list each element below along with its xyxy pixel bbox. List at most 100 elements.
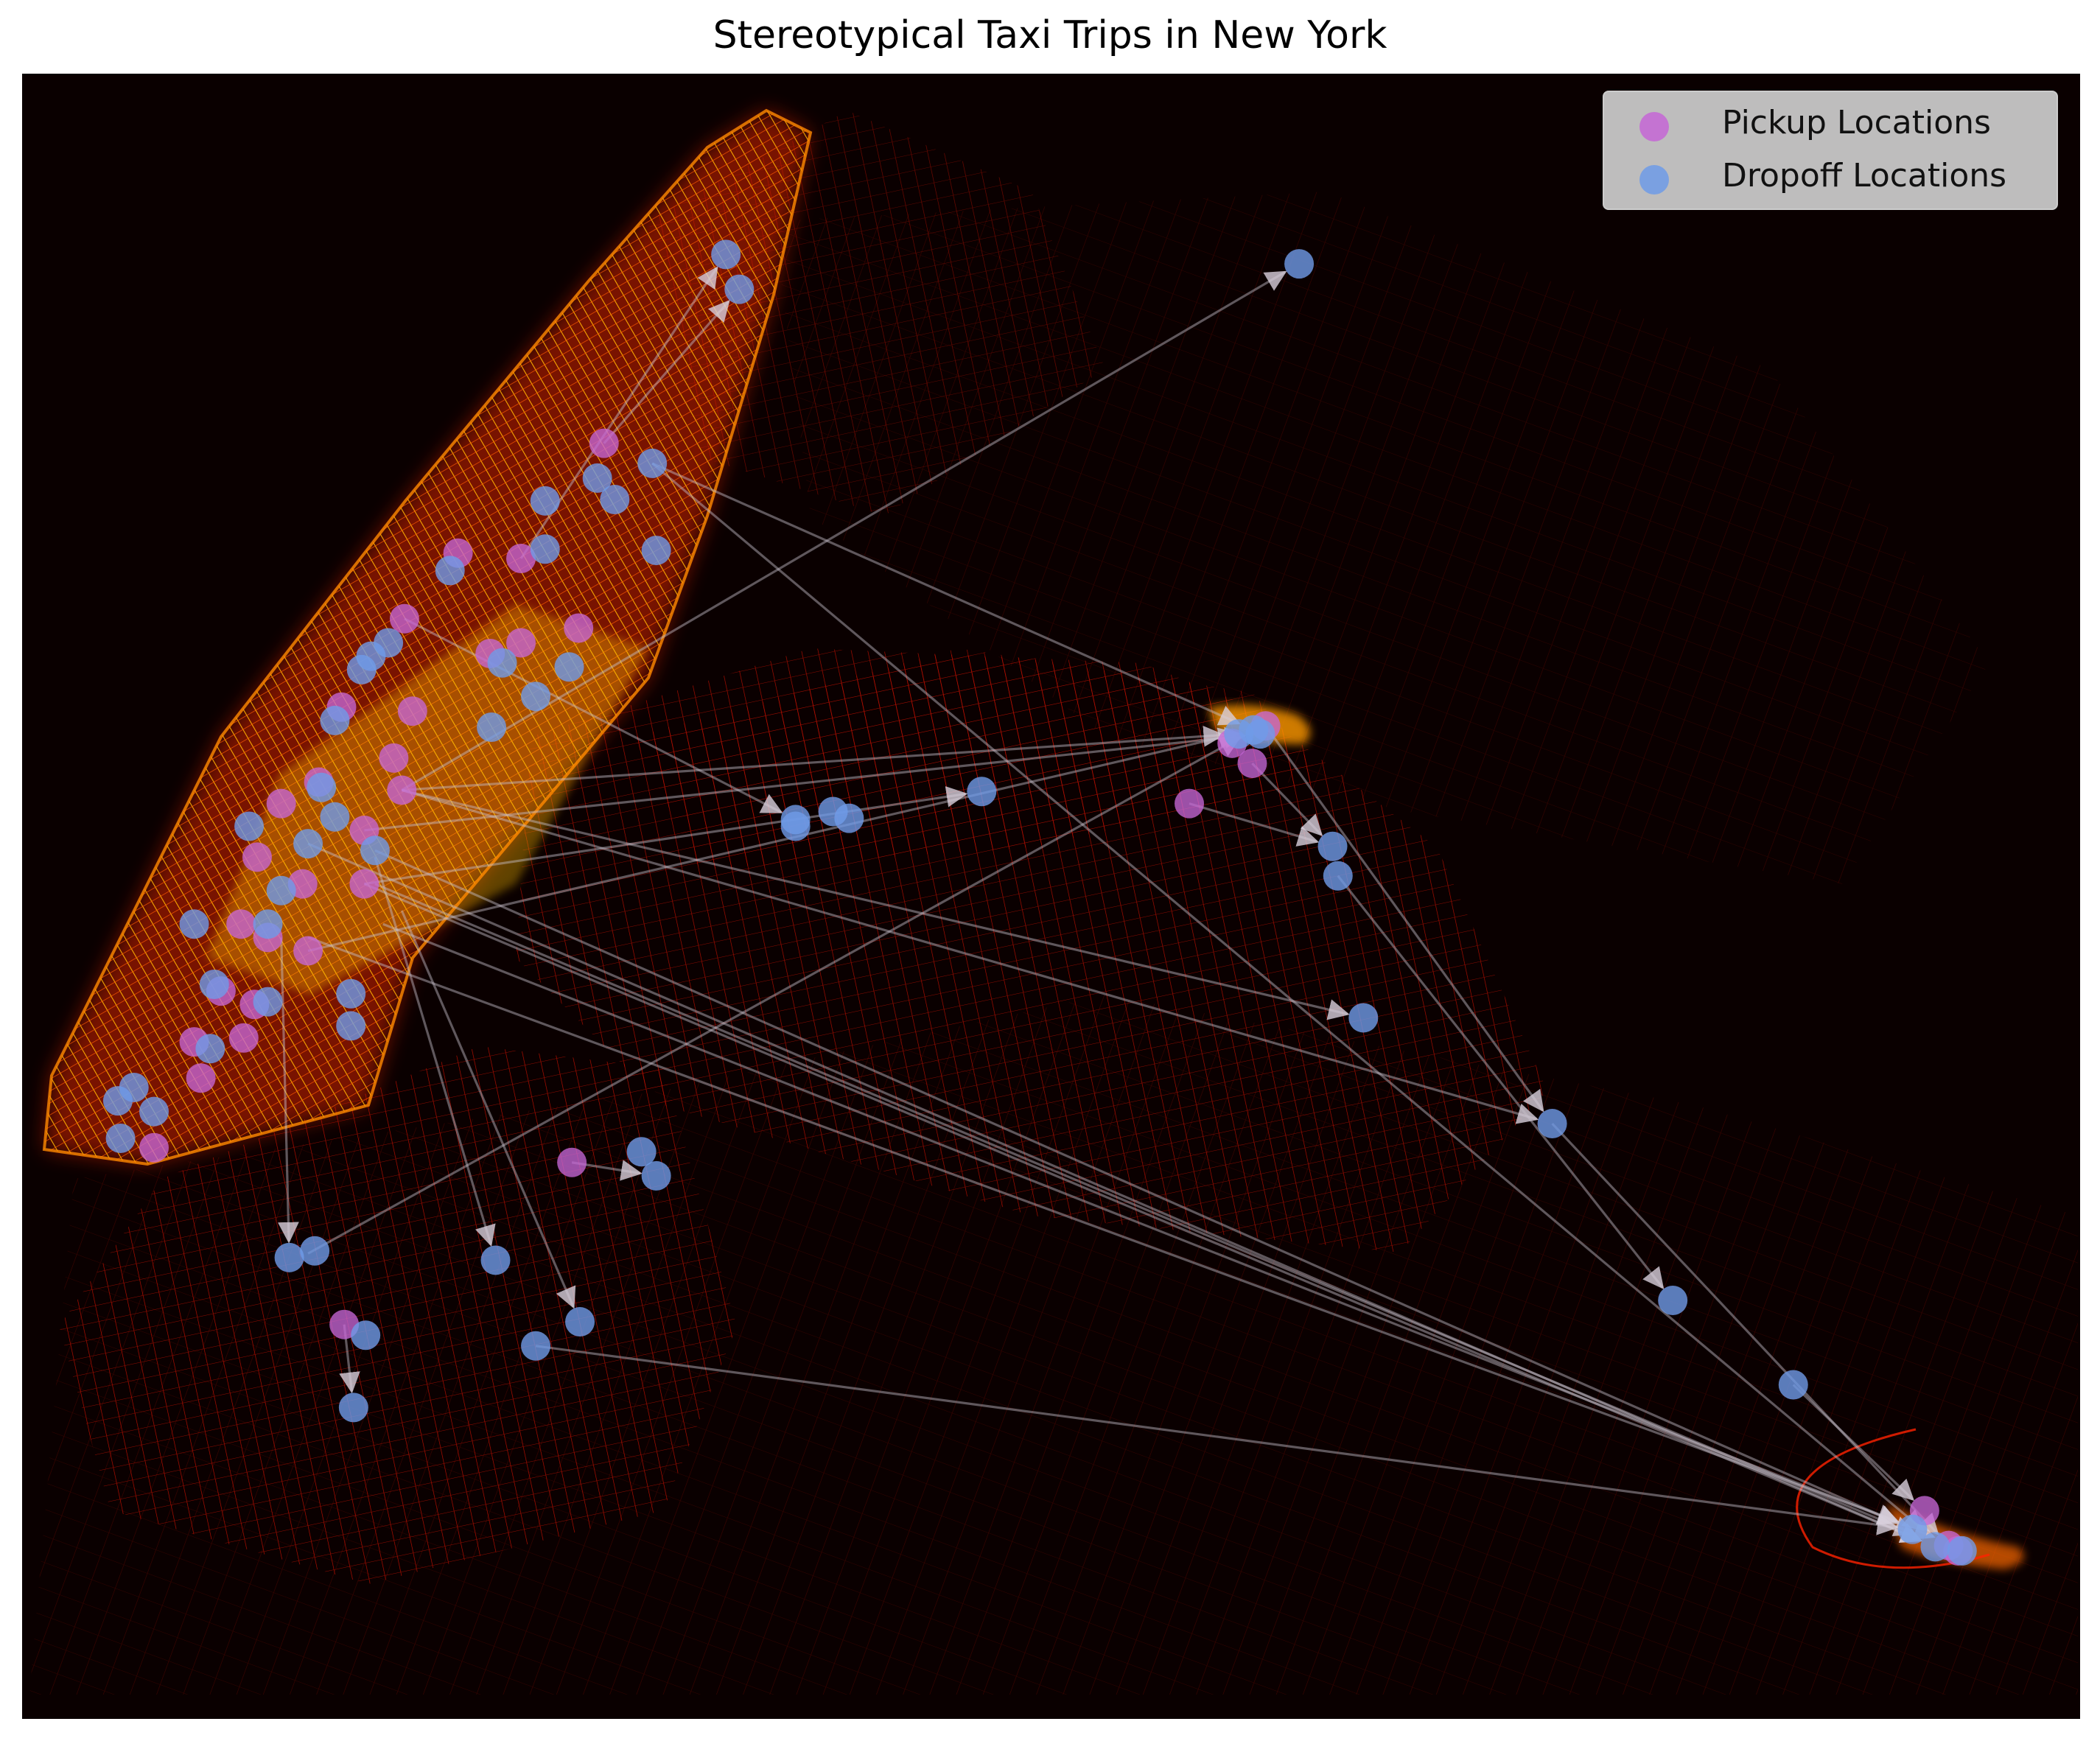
dropoff-point	[780, 811, 811, 841]
trip-arrow	[307, 842, 1922, 1543]
trip-arrow	[1792, 1384, 1915, 1502]
dropoff-marker-icon	[1639, 165, 1669, 195]
dropoff-point	[293, 829, 323, 859]
dropoff-point	[139, 1096, 169, 1127]
pickup-point	[387, 775, 417, 805]
trip-arrow	[374, 849, 1900, 1525]
dropoff-point	[521, 682, 551, 712]
dropoff-point	[360, 836, 390, 866]
trip-arrow	[363, 883, 1922, 1544]
dropoff-point	[1323, 861, 1353, 891]
trip-arrow	[382, 922, 1936, 1540]
dropoff-point	[1920, 1532, 1950, 1562]
dropoff-point	[1778, 1370, 1808, 1400]
trip-arrow	[278, 937, 299, 1244]
dropoff-point	[521, 1331, 551, 1361]
dropoff-point	[1348, 1003, 1379, 1033]
dropoff-point	[307, 772, 337, 802]
dropoff-point	[338, 1393, 368, 1423]
dropoff-point	[477, 712, 507, 743]
trip-arrow	[1251, 762, 1323, 837]
pickup-point	[589, 428, 619, 458]
dropoff-point	[351, 1320, 381, 1351]
dropoff-point	[530, 486, 560, 516]
dropoff-point	[626, 1137, 657, 1167]
trip-arrow	[651, 462, 1241, 726]
brooklyn-streets	[59, 1046, 737, 1584]
pickup-marker-icon	[1639, 112, 1669, 141]
pickup-point	[349, 869, 379, 899]
dropoff-point	[356, 641, 386, 671]
trip-arrow	[1264, 725, 1544, 1113]
trip-arrow	[1551, 1122, 1939, 1535]
pickup-point	[186, 1063, 216, 1093]
pickup-point	[506, 543, 536, 573]
trip-arrow	[603, 299, 730, 444]
legend-entry-pickup: Pickup Locations	[1604, 99, 2057, 151]
street-density-layer	[29, 108, 2078, 1695]
legend: Pickup Locations Dropoff Locations	[1603, 91, 2058, 210]
trip-arrow	[364, 726, 1247, 832]
pickup-point	[1237, 749, 1267, 779]
trip-arrow	[307, 736, 1242, 1255]
dropoff-point	[641, 536, 671, 566]
manhattan-shoreline	[42, 108, 813, 1166]
trip-arrow	[401, 788, 1539, 1124]
dropoff-point	[320, 705, 350, 735]
dropoff-point	[480, 1245, 511, 1275]
trip-arrow	[402, 725, 1225, 792]
dropoff-point	[834, 803, 864, 833]
dropoff-point	[253, 909, 283, 939]
trip-arrow	[307, 727, 1240, 953]
dropoff-point	[105, 1124, 136, 1154]
dropoff-point	[1245, 719, 1275, 749]
dropoff-point	[1947, 1535, 1977, 1566]
pickup-point	[139, 1132, 169, 1163]
pickup-point	[557, 1147, 587, 1177]
dropoff-point	[320, 802, 350, 832]
dropoff-point	[724, 274, 755, 304]
trip-arrow	[374, 856, 496, 1247]
trip-lines	[278, 266, 1939, 1544]
trip-arrow	[401, 788, 1350, 1020]
dropoff-point	[641, 1160, 671, 1191]
pickup-point	[389, 603, 419, 634]
dropoff-point	[967, 777, 997, 807]
pickup-point	[379, 743, 409, 773]
legend-label-pickup: Pickup Locations	[1722, 104, 1991, 141]
dropoff-point	[600, 484, 630, 514]
dropoff-point	[1284, 249, 1315, 279]
legend-label-dropoff: Dropoff Locations	[1722, 157, 2007, 195]
dropoff-point	[487, 648, 517, 678]
trip-arrow	[364, 786, 968, 886]
dropoff-point	[274, 1242, 304, 1272]
dropoff-point	[179, 909, 209, 939]
dropoff-point	[1537, 1109, 1567, 1139]
pickup-point	[397, 696, 427, 726]
jfk-ring-road	[1796, 1428, 1990, 1569]
dropoff-point	[336, 1011, 366, 1041]
pickup-point	[1175, 788, 1205, 819]
dropoff-point	[195, 1034, 225, 1064]
pickup-point	[242, 842, 272, 872]
trip-arrow	[404, 617, 783, 813]
dropoff-point	[637, 448, 668, 478]
pickup-point	[293, 936, 323, 966]
dropoff-point	[300, 1236, 330, 1266]
trip-arrow	[374, 883, 1916, 1536]
dropoff-point	[1658, 1285, 1688, 1315]
dropoff-point	[711, 239, 741, 270]
dropoff-point	[530, 534, 560, 564]
pickup-point	[266, 788, 296, 819]
dropoff-point	[582, 463, 612, 493]
trip-arrow	[1337, 875, 1665, 1289]
legend-entry-dropoff: Dropoff Locations	[1604, 153, 2057, 204]
dropoff-point	[253, 987, 283, 1017]
dropoff-point	[199, 970, 229, 1000]
dropoff-point	[435, 556, 465, 586]
pickup-point	[226, 909, 256, 939]
dropoff-point	[565, 1307, 595, 1337]
trip-arrow	[401, 270, 1287, 791]
trip-arrow	[400, 910, 576, 1309]
dropoff-point	[336, 978, 366, 1009]
